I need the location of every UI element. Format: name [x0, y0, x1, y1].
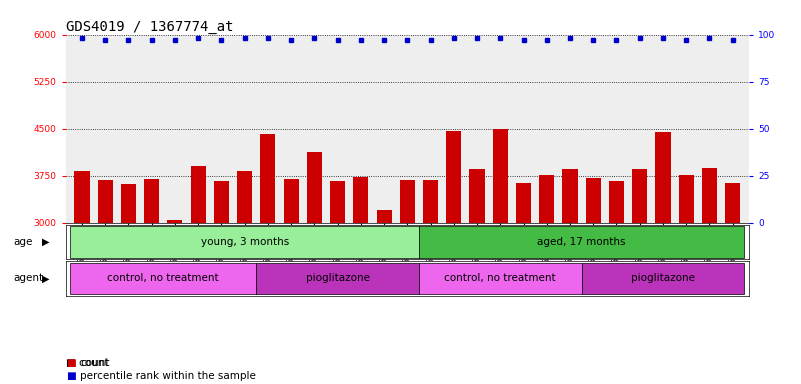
Text: control, no treatment: control, no treatment	[445, 273, 556, 283]
Bar	[678, 175, 694, 223]
Text: agent: agent	[14, 273, 44, 283]
FancyBboxPatch shape	[70, 226, 419, 258]
Bar	[400, 180, 415, 223]
Bar	[469, 169, 485, 223]
Text: count: count	[80, 358, 110, 368]
Bar	[121, 184, 136, 223]
Bar	[539, 175, 554, 223]
Bar	[191, 166, 206, 223]
Text: ▶: ▶	[42, 273, 50, 283]
Bar	[214, 181, 229, 223]
Bar	[586, 177, 601, 223]
Bar	[307, 152, 322, 223]
Bar	[446, 131, 461, 223]
FancyBboxPatch shape	[419, 263, 582, 294]
Bar	[376, 210, 392, 223]
FancyBboxPatch shape	[582, 263, 744, 294]
Text: ■ count: ■ count	[66, 358, 108, 368]
Bar	[702, 167, 717, 223]
Text: pioglitazone: pioglitazone	[631, 273, 695, 283]
Bar	[144, 179, 159, 223]
Bar	[562, 169, 578, 223]
Bar	[260, 134, 276, 223]
Text: control, no treatment: control, no treatment	[107, 273, 219, 283]
Text: ■: ■	[66, 358, 75, 368]
Bar	[98, 180, 113, 223]
Text: ■: ■	[66, 371, 75, 381]
Bar	[284, 179, 299, 223]
Text: young, 3 months: young, 3 months	[200, 237, 288, 247]
Bar	[74, 171, 90, 223]
Bar	[330, 181, 345, 223]
Bar	[609, 181, 624, 223]
Bar	[237, 171, 252, 223]
Bar	[167, 220, 183, 223]
Text: aged, 17 months: aged, 17 months	[537, 237, 626, 247]
Bar	[353, 177, 368, 223]
FancyBboxPatch shape	[419, 226, 744, 258]
Bar	[493, 129, 508, 223]
Text: GDS4019 / 1367774_at: GDS4019 / 1367774_at	[66, 20, 233, 33]
Bar	[516, 183, 531, 223]
Text: age: age	[14, 237, 33, 247]
Bar	[725, 182, 740, 223]
Bar	[632, 169, 647, 223]
Text: ▶: ▶	[42, 237, 50, 247]
FancyBboxPatch shape	[70, 263, 256, 294]
Text: percentile rank within the sample: percentile rank within the sample	[80, 371, 256, 381]
Bar	[655, 132, 670, 223]
FancyBboxPatch shape	[256, 263, 419, 294]
Bar	[423, 180, 438, 223]
Text: pioglitazone: pioglitazone	[306, 273, 369, 283]
